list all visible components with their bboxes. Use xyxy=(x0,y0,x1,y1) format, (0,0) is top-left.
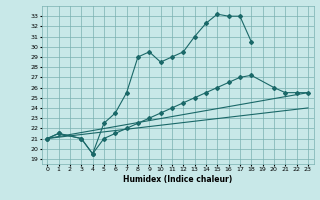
X-axis label: Humidex (Indice chaleur): Humidex (Indice chaleur) xyxy=(123,175,232,184)
